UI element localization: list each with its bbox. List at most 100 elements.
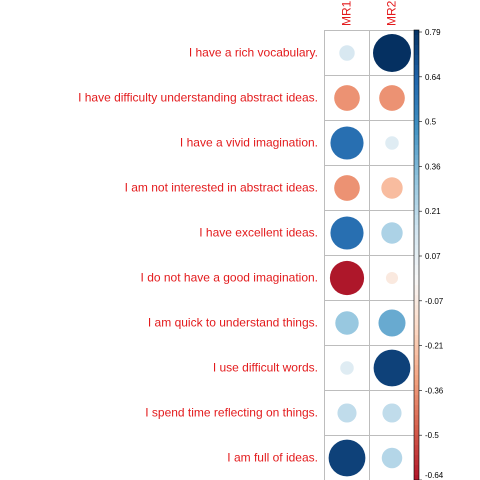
colorbar-segment (414, 185, 419, 191)
row-label: I am full of ideas. (227, 451, 318, 465)
colorbar-segment (414, 275, 419, 281)
column-labels: MR1 MR2 (340, 0, 399, 26)
colorbar-segment (414, 405, 419, 411)
colorbar-tick-label: -0.07 (425, 297, 444, 306)
colorbar-segment (414, 400, 419, 406)
row-label: I use difficult words. (213, 361, 318, 375)
row-label: I have a rich vocabulary. (189, 46, 318, 60)
colorbar-segment (414, 135, 419, 141)
colorbar-segment (414, 260, 419, 266)
colorbar-segment (414, 190, 419, 196)
colorbar-segment (414, 370, 419, 376)
row-label: I do not have a good imagination. (141, 271, 318, 285)
colorbar-tick-label: -0.36 (425, 386, 444, 395)
colorbar-segment (414, 325, 419, 331)
colorbar-segment (414, 180, 419, 186)
colorbar-segment (414, 265, 419, 271)
colorbar-segment (414, 365, 419, 371)
colorbar-tick-label: 0.79 (425, 28, 441, 37)
colorbar-segment (414, 280, 419, 286)
colorbar-segment (414, 170, 419, 176)
colorbar-segment (414, 350, 419, 356)
colorbar-tick-label: 0.64 (425, 73, 441, 82)
colorbar-segment (414, 300, 419, 306)
colorbar-tick-label: -0.64 (425, 471, 444, 480)
column-label: MR1 (340, 0, 354, 26)
colorbar-segment (414, 410, 419, 416)
colorbar-segment (414, 395, 419, 401)
row-label: I have difficulty understanding abstract… (78, 91, 318, 105)
colorbar-segment (414, 310, 419, 316)
colorbar-segment (414, 345, 419, 351)
column-label: MR2 (385, 0, 399, 26)
colorbar-segment (414, 200, 419, 206)
colorbar-segment (414, 465, 419, 471)
colorbar-segment (414, 460, 419, 466)
colorbar-segment (414, 40, 419, 46)
colorbar-segment (414, 475, 419, 480)
correlation-circle (373, 34, 411, 72)
colorbar-segment (414, 205, 419, 211)
colorbar-segment (414, 330, 419, 336)
colorbar-segment (414, 415, 419, 421)
colorbar-segment (414, 60, 419, 66)
colorbar-segment (414, 455, 419, 461)
colorbar-tick-label: 0.36 (425, 162, 441, 171)
colorbar-segment (414, 165, 419, 171)
row-labels: I have a rich vocabulary. I have difficul… (78, 46, 318, 465)
colorbar-segment (414, 150, 419, 156)
colorbar-segment (414, 75, 419, 81)
colorbar-segment (414, 90, 419, 96)
correlation-circle (329, 260, 365, 296)
colorbar-tick-label: 0.07 (425, 252, 441, 261)
colorbar-segment (414, 120, 419, 126)
colorbar-segment (414, 305, 419, 311)
colorbar-segment (414, 105, 419, 111)
correlation-circle (378, 309, 406, 337)
colorbar-segment (414, 420, 419, 426)
colorbar-segment (414, 155, 419, 161)
colorbar-segment (414, 255, 419, 261)
colorbar-segment (414, 430, 419, 436)
colorbar-segment (414, 320, 419, 326)
correlation-circle (330, 126, 364, 160)
colorbar-segment (414, 160, 419, 166)
colorbar-segment (414, 230, 419, 236)
colorbar-segment (414, 375, 419, 381)
colorbar-segment (414, 470, 419, 476)
colorbar-tick-label: -0.21 (425, 342, 444, 351)
colorbar-segment (414, 225, 419, 231)
colorbar-segment (414, 85, 419, 91)
colorbar-segment (414, 390, 419, 396)
colorbar-segment (414, 195, 419, 201)
colorbar-segment (414, 30, 419, 36)
colorbar-segment (414, 130, 419, 136)
colorbar-segment (414, 45, 419, 51)
row-label: I have excellent ideas. (199, 226, 318, 240)
colorbar-segment (414, 245, 419, 251)
correlation-circle (328, 439, 366, 477)
colorbar-segment (414, 290, 419, 296)
correlation-circle (385, 136, 399, 150)
correlation-circle (381, 447, 403, 469)
colorbar-segment (414, 440, 419, 446)
colorbar-segment (414, 55, 419, 61)
colorbar-tick-label: -0.5 (425, 431, 439, 440)
colorbar-segment (414, 210, 419, 216)
row-label: I am not interested in abstract ideas. (125, 181, 318, 195)
colorbar-frame (413, 29, 420, 480)
colorbar-segment (414, 110, 419, 116)
correlation-circle (385, 271, 399, 285)
correlation-circle (334, 85, 360, 111)
colorbar-segment (414, 450, 419, 456)
correlation-circle (330, 216, 364, 250)
correlation-circle (340, 361, 354, 375)
colorbar-segment (414, 285, 419, 291)
colorbar-segment (414, 70, 419, 76)
correlation-circle (381, 222, 403, 244)
correlation-circle (334, 175, 360, 201)
correlation-circle (339, 45, 355, 61)
colorbar: 0.79 0.64 0.5 0.36 0.21 0.07 -0.07 -0.21 -0.36 -0… (413, 28, 444, 480)
colorbar-segment (414, 35, 419, 41)
colorbar-segment (414, 315, 419, 321)
